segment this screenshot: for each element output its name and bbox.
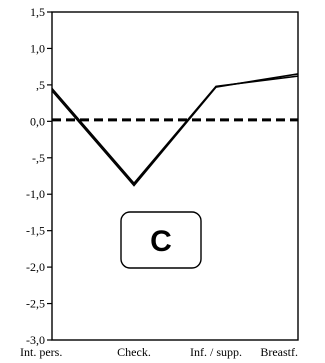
series-line-2 <box>51 73 299 187</box>
x-tick-label: Check. <box>117 345 151 359</box>
series-group <box>51 73 299 187</box>
y-tick-label: ,5 <box>36 78 45 92</box>
x-tick-label: Inf. / supp. <box>190 345 242 359</box>
series-line-1 <box>51 75 299 185</box>
y-tick-label: 0,0 <box>30 114 45 128</box>
y-tick-label: 1,5 <box>30 5 45 19</box>
y-axis-tick-labels: 1,5 1,0 ,5 0,0 -,5 -1,0 -1,5 -2,0 -2,5 -3,0 <box>26 5 45 347</box>
x-tick-label: Breastf. <box>260 345 298 359</box>
y-tick-label: -,5 <box>32 151 45 165</box>
panel-label-box: C <box>120 211 202 269</box>
y-tick-label: -2,5 <box>26 297 45 311</box>
x-axis-tick-labels: Int. pers. Check. Inf. / supp. Breastf. <box>20 345 298 359</box>
x-tick-label: Int. pers. <box>20 345 62 359</box>
y-axis-ticks <box>47 11 52 341</box>
y-tick-label: -1,5 <box>26 224 45 238</box>
y-tick-label: -1,0 <box>26 187 45 201</box>
y-tick-label: -3,0 <box>26 333 45 347</box>
y-tick-label: 1,0 <box>30 41 45 55</box>
y-tick-label: -2,0 <box>26 260 45 274</box>
panel-label: C <box>150 225 172 258</box>
plot-frame <box>51 11 299 341</box>
